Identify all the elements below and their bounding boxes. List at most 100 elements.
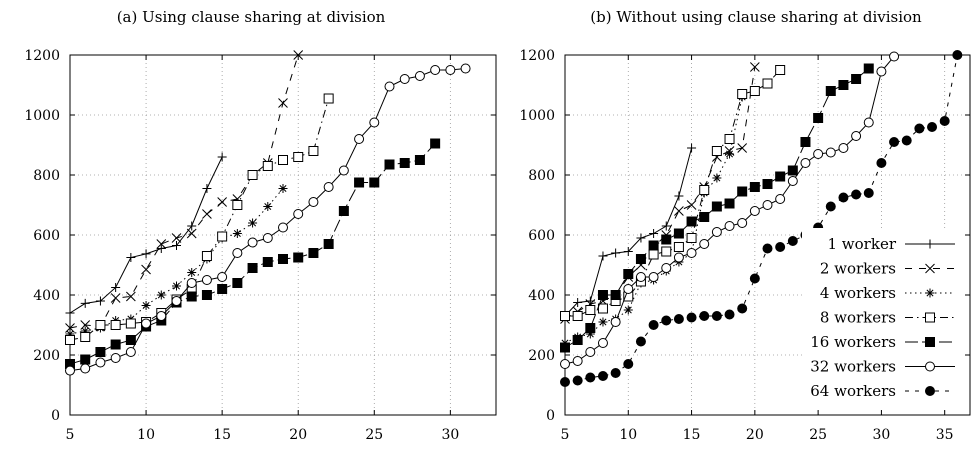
data-point (186, 278, 197, 288)
y-tick-label: 600 (528, 228, 555, 244)
data-point (232, 278, 243, 288)
data-point (762, 243, 773, 254)
data-point (111, 283, 121, 292)
series-4-workers (65, 184, 288, 339)
data-point (293, 50, 304, 60)
data-point (201, 290, 212, 300)
data-point (686, 233, 697, 243)
data-point (661, 246, 672, 257)
data-point (187, 268, 197, 277)
data-point (262, 257, 273, 267)
legend-label: 8 workers (820, 309, 896, 327)
data-point (749, 62, 760, 72)
data-point (737, 186, 748, 197)
x-tick-label: 5 (561, 427, 570, 443)
data-point (737, 218, 748, 228)
data-point (686, 312, 697, 323)
data-point (460, 63, 471, 74)
data-point (737, 89, 748, 99)
legend-label: 2 workers (820, 260, 896, 278)
data-point (80, 354, 91, 365)
legend-marker (925, 386, 935, 396)
data-point (686, 216, 697, 227)
data-point (572, 311, 583, 321)
grid (70, 54, 496, 415)
data-point (838, 80, 849, 90)
data-point (560, 359, 570, 369)
data-point (80, 332, 91, 342)
data-point (673, 242, 684, 252)
data-point (414, 155, 425, 165)
data-point (623, 284, 634, 294)
data-point (711, 146, 722, 156)
chart-title-b: (b) Without using clause sharing at divi… (590, 8, 922, 26)
data-point (648, 240, 659, 251)
data-point (711, 311, 722, 321)
legend-marker (925, 239, 935, 249)
data-point (572, 356, 583, 366)
legend-label: 64 workers (810, 382, 896, 400)
data-point (338, 206, 349, 216)
x-tick-label: 20 (746, 427, 764, 443)
series-32-workers (65, 63, 471, 376)
y-tick-label: 400 (528, 288, 555, 304)
data-point (141, 264, 151, 275)
data-point (838, 143, 849, 153)
data-point (648, 320, 659, 330)
x-tick-label: 25 (365, 427, 383, 443)
data-point (278, 98, 288, 108)
data-point (186, 291, 197, 302)
data-point (171, 233, 182, 243)
data-point (762, 78, 773, 89)
data-point (338, 165, 349, 176)
y-tick-label: 1000 (519, 108, 555, 124)
data-point (673, 228, 684, 239)
series-line (69, 98, 330, 341)
series-1-worker (65, 152, 227, 318)
data-point (724, 309, 735, 320)
data-point (914, 123, 925, 134)
data-point (278, 254, 288, 264)
data-point (610, 317, 621, 327)
data-point (711, 201, 722, 212)
y-tick-label: 800 (33, 168, 60, 184)
data-point (323, 182, 334, 192)
legend-label: 32 workers (810, 358, 896, 376)
legend: 1 worker 2 workers 4 workers 8 workers 16 wo… (802, 228, 965, 410)
data-point (354, 134, 365, 144)
data-point (597, 303, 608, 314)
data-point (838, 192, 849, 203)
data-point (126, 291, 136, 302)
data-point (661, 221, 671, 231)
legend-entry: 32 workers (810, 358, 955, 376)
x-tick-label: 5 (66, 427, 75, 443)
data-point (876, 158, 887, 168)
data-point (927, 122, 938, 132)
y-tick-label: 200 (33, 348, 60, 364)
data-point (585, 372, 596, 383)
data-point (597, 290, 608, 300)
data-point (95, 320, 106, 330)
legend-label: 1 worker (828, 235, 897, 253)
data-point (673, 314, 684, 324)
data-point (863, 188, 874, 198)
data-point (711, 227, 722, 237)
data-point (65, 365, 75, 376)
data-point (737, 143, 748, 153)
data-point (323, 239, 334, 249)
data-point (293, 152, 304, 162)
data-point (95, 357, 106, 368)
data-point (876, 66, 887, 77)
data-point (384, 159, 395, 170)
data-point (156, 311, 167, 321)
data-point (598, 317, 608, 327)
data-point (110, 353, 121, 363)
y-tick-label: 1200 (24, 48, 60, 64)
data-point (648, 249, 659, 260)
legend-background (802, 228, 965, 410)
data-point (232, 229, 242, 238)
legend-entry: 2 workers (820, 260, 955, 278)
y-tick-label: 200 (528, 348, 555, 364)
data-point (278, 155, 288, 165)
data-point (787, 176, 798, 186)
